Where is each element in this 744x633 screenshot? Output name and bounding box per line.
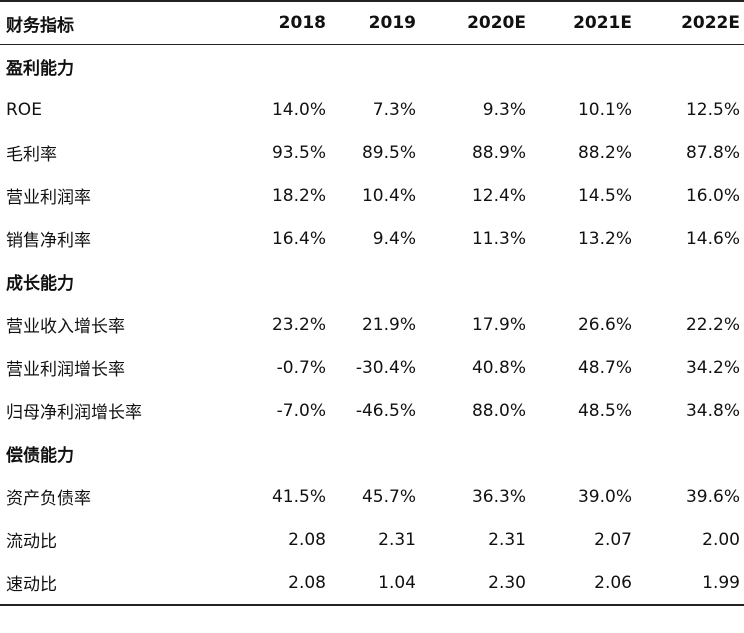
table-cell: 16.0% [685, 185, 740, 206]
table-cell: 1.04 [330, 561, 420, 606]
row-label: 流动比 [6, 532, 57, 552]
row-label: 资产负债率 [6, 489, 91, 509]
section-title: 盈利能力 [6, 59, 74, 79]
table-cell: 9.3% [482, 99, 526, 120]
table-cell: 2.30 [420, 561, 530, 606]
table-cell: 14.5% [577, 185, 632, 206]
table-cell: 88.9% [471, 142, 526, 163]
table-cell: -0.7% [276, 357, 326, 378]
table-cell: 2.31 [378, 529, 416, 550]
row-label: 营业利润增长率 [6, 360, 125, 380]
section-title: 成长能力 [6, 274, 74, 294]
table-cell: 2.08 [288, 529, 326, 550]
table-cell: 2.31 [488, 529, 526, 550]
table-header-row: 财务指标 2018 2019 2020E 2021E 2022E [0, 0, 744, 45]
table-row: 营业收入增长率 23.2% 21.9% 17.9% 26.6% 22.2% [0, 303, 744, 346]
table-cell: 2.06 [530, 561, 636, 606]
table-cell: 23.2% [271, 314, 326, 335]
table-cell: 2.00 [702, 529, 740, 550]
table-cell: 34.2% [685, 357, 740, 378]
table-body: 盈利能力 ROE 14.0% 7.3% 9.3% 10.1% 12.5% 毛利率 93.5% 89… [0, 45, 744, 606]
table-cell: -7.0% [276, 400, 326, 421]
table-cell: 17.9% [471, 314, 526, 335]
financial-indicators-table: 财务指标 2018 2019 2020E 2021E 2022E 盈利能力 ROE… [0, 0, 744, 606]
table-cell: 1.99 [636, 561, 744, 606]
table-cell: 48.5% [577, 400, 632, 421]
table-cell: 45.7% [361, 486, 416, 507]
table-cell: 34.8% [685, 400, 740, 421]
table-cell: 89.5% [361, 142, 416, 163]
table-cell: 22.2% [685, 314, 740, 335]
table-cell: -30.4% [355, 357, 416, 378]
table-cell: 14.6% [685, 228, 740, 249]
row-label: 销售净利率 [6, 231, 91, 251]
table-cell: 26.6% [577, 314, 632, 335]
table-cell: 40.8% [471, 357, 526, 378]
row-label: 营业收入增长率 [6, 317, 125, 337]
table-cell: 14.0% [271, 99, 326, 120]
table-cell: 48.7% [577, 357, 632, 378]
section-header-row: 偿债能力 [0, 432, 744, 475]
section-header-row: 盈利能力 [0, 45, 744, 89]
column-header-2020e: 2020E [420, 0, 530, 45]
table-cell: 88.0% [471, 400, 526, 421]
column-header-2019: 2019 [330, 0, 420, 45]
table-cell: 21.9% [361, 314, 416, 335]
table-row: 营业利润率 18.2% 10.4% 12.4% 14.5% 16.0% [0, 174, 744, 217]
table-row: 销售净利率 16.4% 9.4% 11.3% 13.2% 14.6% [0, 217, 744, 260]
table-cell: 93.5% [271, 142, 326, 163]
table-cell: 10.1% [577, 99, 632, 120]
table-cell: 39.0% [577, 486, 632, 507]
table-cell: 16.4% [271, 228, 326, 249]
table-cell: -46.5% [355, 400, 416, 421]
table-cell: 2.08 [244, 561, 330, 606]
section-header-row: 成长能力 [0, 260, 744, 303]
table-cell: 9.4% [372, 228, 416, 249]
row-label: 毛利率 [6, 145, 57, 165]
table-cell: 36.3% [471, 486, 526, 507]
table-cell: 87.8% [685, 142, 740, 163]
table-cell: 88.2% [577, 142, 632, 163]
table-row: 流动比 2.08 2.31 2.31 2.07 2.00 [0, 518, 744, 561]
table-cell: 12.4% [471, 185, 526, 206]
table-cell: 41.5% [271, 486, 326, 507]
row-label: ROE [6, 99, 42, 120]
table-cell: 12.5% [685, 99, 740, 120]
table-row: 速动比 2.08 1.04 2.30 2.06 1.99 [0, 561, 744, 606]
column-header-indicator: 财务指标 [0, 0, 244, 45]
table-cell: 10.4% [361, 185, 416, 206]
table-cell: 39.6% [685, 486, 740, 507]
row-label: 营业利润率 [6, 188, 91, 208]
table-cell: 11.3% [471, 228, 526, 249]
column-header-2018: 2018 [244, 0, 330, 45]
column-header-2021e: 2021E [530, 0, 636, 45]
column-header-2022e: 2022E [636, 0, 744, 45]
table-cell: 18.2% [271, 185, 326, 206]
table-cell: 2.07 [594, 529, 632, 550]
table-cell: 7.3% [372, 99, 416, 120]
row-label: 归母净利润增长率 [6, 403, 142, 423]
table-row: 归母净利润增长率 -7.0% -46.5% 88.0% 48.5% 34.8% [0, 389, 744, 432]
section-title: 偿债能力 [6, 446, 74, 466]
row-label: 速动比 [0, 561, 244, 606]
table-row: 营业利润增长率 -0.7% -30.4% 40.8% 48.7% 34.2% [0, 346, 744, 389]
table-row: ROE 14.0% 7.3% 9.3% 10.1% 12.5% [0, 88, 744, 131]
table-cell: 13.2% [577, 228, 632, 249]
table-row: 毛利率 93.5% 89.5% 88.9% 88.2% 87.8% [0, 131, 744, 174]
table-row: 资产负债率 41.5% 45.7% 36.3% 39.0% 39.6% [0, 475, 744, 518]
